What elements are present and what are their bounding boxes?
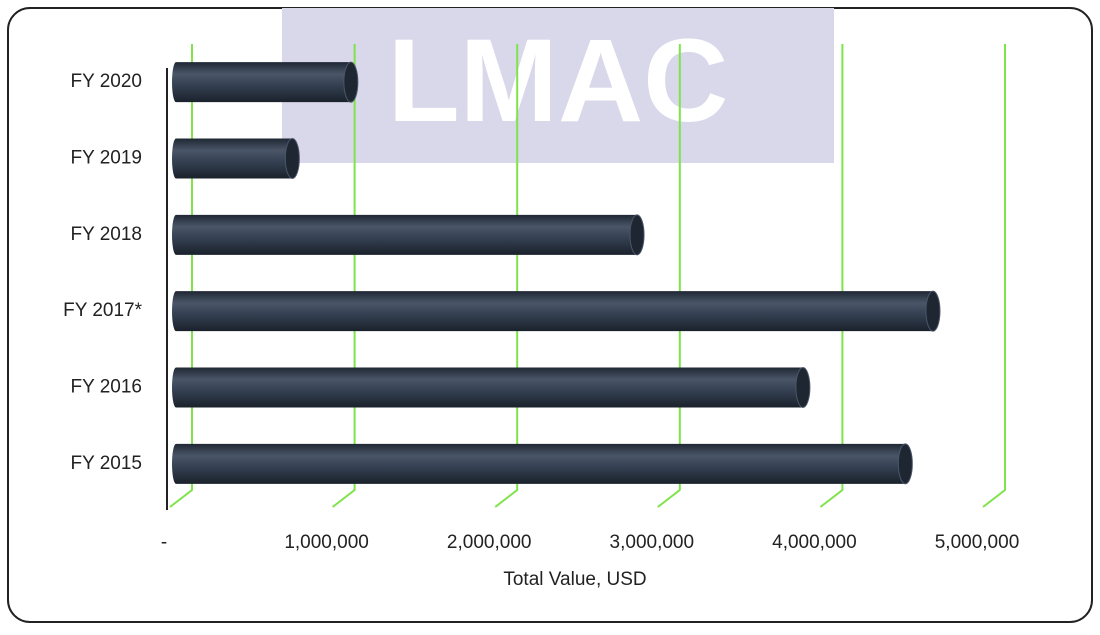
bar-cap [795, 367, 811, 408]
x-tick-label: 1,000,000 [284, 532, 369, 553]
bar [172, 291, 940, 332]
y-tick-label: FY 2016 [71, 377, 142, 398]
x-axis-label: Total Value, USD [503, 569, 646, 590]
bar [172, 138, 300, 179]
bar-cap [629, 214, 645, 256]
y-tick-label: FY 2018 [71, 224, 142, 245]
grid-line [494, 44, 519, 508]
x-tick-label: 4,000,000 [772, 532, 857, 553]
watermark: LMAC [388, 15, 729, 147]
bar-cap [897, 443, 913, 485]
x-tick-label: - [161, 532, 167, 553]
grid-line [331, 44, 356, 508]
y-tick-label: FY 2019 [71, 148, 142, 169]
bar-cap [925, 290, 941, 332]
bar-cap [284, 138, 300, 179]
grid-line [169, 44, 193, 508]
bar [172, 62, 358, 103]
x-tick-label: 5,000,000 [935, 532, 1020, 553]
x-tick-label: 3,000,000 [610, 532, 695, 553]
x-tick-label: 2,000,000 [447, 532, 532, 553]
y-tick-label: FY 2020 [71, 71, 142, 92]
y-tick-label: FY 2015 [71, 453, 142, 474]
grid-line [819, 44, 844, 508]
bar-cap [343, 61, 359, 103]
bar [172, 367, 810, 408]
grid-line [657, 44, 681, 508]
watermark-box [282, 8, 834, 163]
bar [172, 214, 645, 255]
bar [172, 443, 913, 484]
y-tick-label: FY 2017* [63, 300, 142, 321]
grid-line [982, 44, 1006, 508]
